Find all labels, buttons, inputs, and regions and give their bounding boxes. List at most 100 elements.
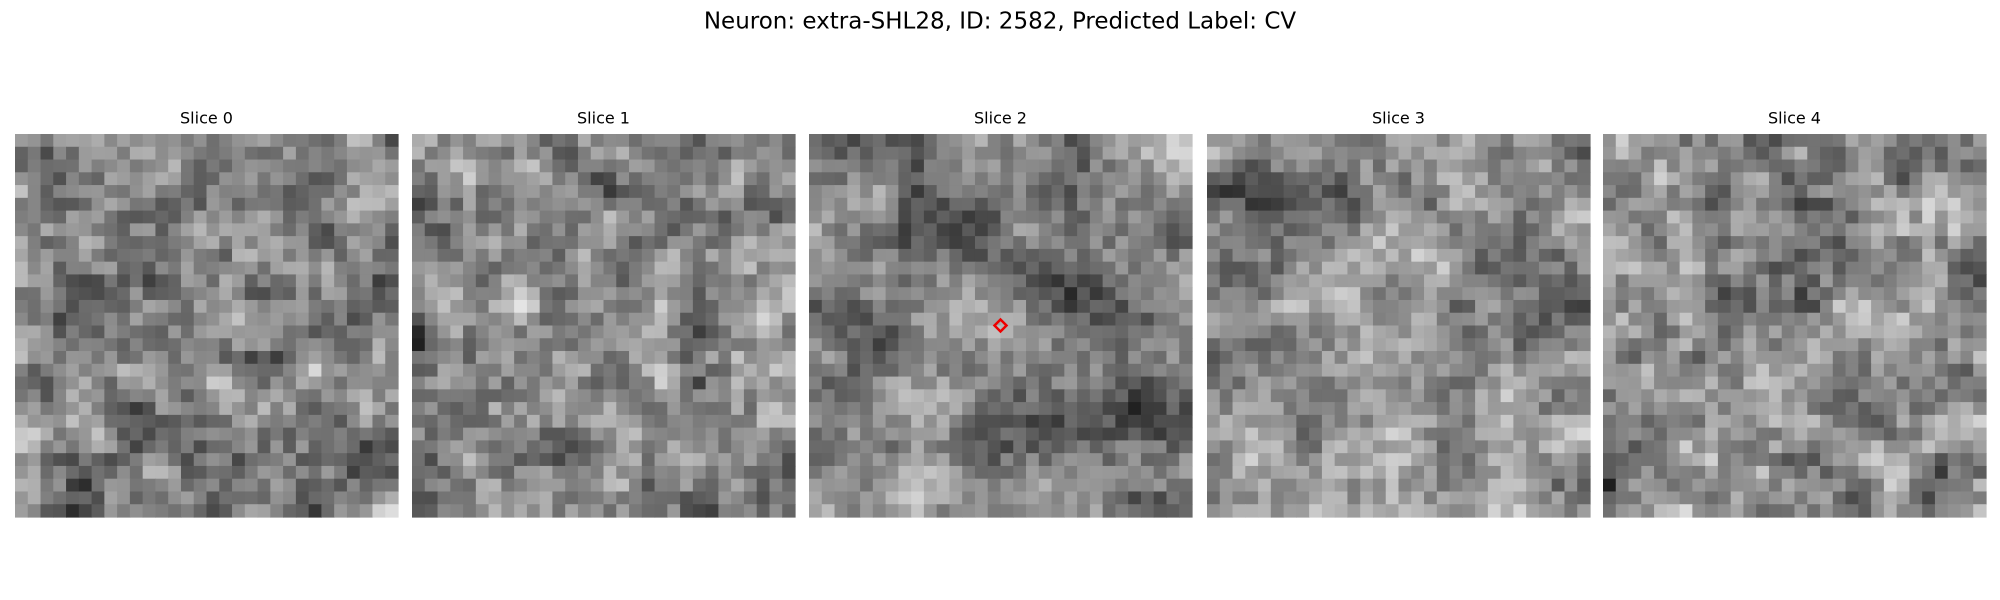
pixel [1372,236,1387,250]
pixel [308,210,322,224]
pixel [923,185,938,199]
pixel [667,389,681,403]
pixel [1730,363,1745,378]
pixel [1089,172,1104,186]
pixel [206,261,220,276]
pixel [834,299,848,314]
pixel [1692,248,1706,263]
pixel [667,376,681,390]
pixel [1794,427,1808,441]
pixel [1398,427,1412,441]
pixel [860,210,874,224]
pixel [1424,338,1438,352]
pixel [359,338,374,352]
pixel [1051,491,1065,505]
pixel [1166,197,1180,212]
pixel [1922,134,1936,148]
pixel [1013,134,1027,148]
pixel [1038,376,1053,390]
pixel [782,325,796,339]
pixel [193,478,208,493]
pixel [244,363,259,378]
pixel [1064,236,1078,250]
pixel [193,402,208,416]
pixel [834,465,848,480]
pixel [1475,146,1489,161]
pixel [1909,261,1923,276]
pixel [424,427,439,441]
pixel [1973,376,1987,390]
pixel [1973,338,1987,352]
pixel [1973,504,1987,518]
pixel [1679,465,1693,480]
pixel [987,338,1002,352]
pixel [1207,351,1221,365]
pixel [1513,338,1527,352]
pixel [1487,210,1502,224]
pixel [1064,210,1078,224]
pixel [1038,299,1053,314]
pixel [834,478,848,493]
pixel [501,325,515,339]
pixel [1973,134,1987,148]
pixel [193,389,208,403]
pixel [885,312,899,327]
pixel [1551,210,1566,224]
pixel [155,197,169,212]
pixel [514,338,528,352]
pixel [834,504,848,518]
pixel [27,338,42,352]
pixel [629,287,643,301]
pixel [257,376,271,390]
pixel [834,338,848,352]
pixel [1436,504,1451,518]
pixel [782,146,796,161]
pixel [15,338,29,352]
pixel [590,465,605,480]
pixel [860,465,874,480]
pixel [488,312,502,327]
pixel [898,376,912,390]
pixel [1705,414,1719,429]
pixel [1705,402,1719,416]
pixel [590,185,605,199]
pixel [308,427,322,441]
pixel [577,453,592,467]
pixel [1858,491,1872,505]
pixel [219,389,233,403]
pixel [731,478,745,493]
pixel [680,453,694,467]
pixel [1756,465,1770,480]
pixel [1577,325,1591,339]
pixel [616,223,630,237]
pixel [1270,261,1285,276]
pixel [1077,440,1091,454]
pixel [834,491,848,505]
pixel [769,197,783,212]
pixel [1270,146,1285,161]
pixel [1245,172,1259,186]
pixel [1832,325,1847,339]
pixel [1807,389,1821,403]
pixel [1038,478,1053,493]
pixel [1756,325,1770,339]
pixel [1140,351,1155,365]
pixel [782,414,796,429]
pixel [1475,185,1489,199]
pixel [1934,453,1949,467]
pixel [1871,465,1885,480]
pixel [1296,210,1310,224]
pixel [680,389,694,403]
pixel [66,248,80,263]
pixel [1692,453,1706,467]
pixel [898,478,912,493]
pixel [552,338,566,352]
pixel [1232,236,1246,250]
pixel [155,312,169,327]
pixel [1013,236,1027,250]
pixel [667,491,681,505]
pixel [1551,248,1566,263]
pixel [1360,274,1374,288]
pixel [1089,504,1104,518]
pixel [731,491,745,505]
